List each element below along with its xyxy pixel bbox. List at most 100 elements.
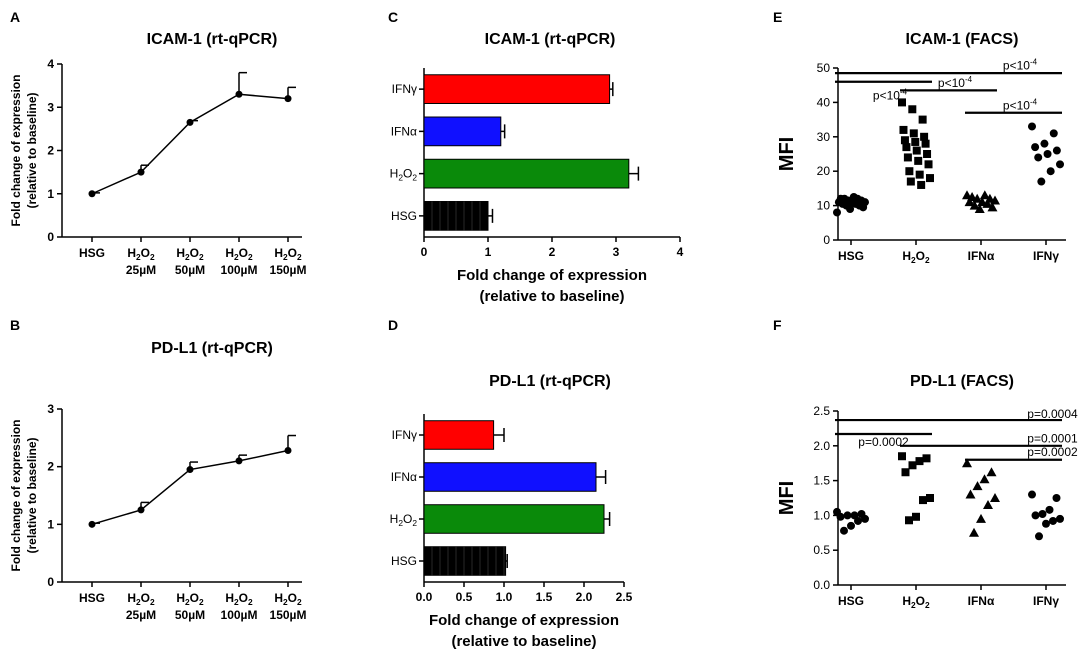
data-point xyxy=(979,474,990,484)
x-tick-label: IFNα xyxy=(968,594,995,608)
x-tick-label: IFNγ xyxy=(1033,594,1059,608)
data-point xyxy=(903,153,912,162)
data-point xyxy=(186,466,194,474)
panel-letter-b: B xyxy=(10,317,20,333)
x-tick-label: 2.5 xyxy=(616,590,633,604)
y-tick-label: 2.5 xyxy=(813,404,830,418)
data-point xyxy=(909,129,918,138)
y-tick-label: 1 xyxy=(47,187,54,201)
data-point xyxy=(976,513,986,523)
bar xyxy=(423,420,495,450)
chart-title: PD-L1 (rt-qPCR) xyxy=(489,373,611,390)
panel-e: ICAM-1 (FACS) MFI 0 10 20 30 40 50 HSG H2O2 IFNα IF… xyxy=(776,31,1066,265)
x-tick-label: HSG xyxy=(838,249,864,263)
series-line xyxy=(91,93,289,195)
data-point xyxy=(854,516,862,525)
y-tick-label: 0.5 xyxy=(813,543,830,557)
data-point xyxy=(284,447,292,455)
y-tick-label: HSG xyxy=(391,209,417,223)
data-point xyxy=(1056,160,1064,169)
x-tick-label: 0.5 xyxy=(456,590,473,604)
data-point xyxy=(1046,167,1055,176)
data-point xyxy=(969,527,979,537)
data-point xyxy=(986,467,997,477)
y-axis-label: Fold change of expression xyxy=(9,419,23,571)
data-point xyxy=(917,180,926,189)
y-axis-label: (relative to baseline) xyxy=(25,92,39,208)
y-tick-label: 0.0 xyxy=(813,578,830,592)
data-point xyxy=(843,511,852,520)
p-value-label: p<10-4 xyxy=(873,88,908,103)
x-axis-label: (relative to baseline) xyxy=(451,633,596,650)
x-tick-label: H2O2 xyxy=(127,246,155,262)
x-tick-sublabel: 50µM xyxy=(175,263,205,277)
y-tick-label: 50 xyxy=(817,61,831,75)
data-point xyxy=(1034,153,1043,162)
x-tick-label: 4 xyxy=(677,245,684,259)
y-tick-label: 1.5 xyxy=(813,474,830,488)
y-tick-label: 4 xyxy=(47,57,54,71)
p-value-label: p=0.0002 xyxy=(858,435,909,449)
x-tick-sublabel: 50µM xyxy=(175,608,205,622)
data-point xyxy=(833,208,841,217)
x-tick-sublabel: 150µM xyxy=(270,608,307,622)
data-point xyxy=(899,125,908,134)
data-point xyxy=(284,95,292,103)
x-tick-label: H2O2 xyxy=(225,591,253,607)
data-point xyxy=(137,506,145,514)
y-axis-label: Fold change of expression xyxy=(9,74,23,226)
bar xyxy=(423,546,507,576)
y-tick-label: H2O2 xyxy=(390,512,418,528)
data-point xyxy=(88,190,96,198)
x-tick-label: IFNγ xyxy=(1033,249,1059,263)
y-tick-label: 1 xyxy=(47,517,54,531)
data-point xyxy=(926,174,934,183)
panel-c: ICAM-1 (rt-qPCR) 0 1 2 3 4 Fold change of expr… xyxy=(390,31,684,305)
x-tick-label: H2O2 xyxy=(127,591,155,607)
panel-letter-d: D xyxy=(388,317,398,333)
y-tick-label: 30 xyxy=(817,130,831,144)
x-tick-label: 0 xyxy=(421,245,428,259)
chart-title: ICAM-1 (FACS) xyxy=(906,31,1019,48)
data-point xyxy=(898,452,906,461)
y-tick-label: 1.0 xyxy=(813,508,830,522)
x-tick-label: H2O2 xyxy=(176,591,204,607)
data-point xyxy=(1038,510,1047,519)
data-point xyxy=(1035,532,1043,541)
x-tick-label: 3 xyxy=(613,245,620,259)
x-tick-sublabel: 25µM xyxy=(126,263,156,277)
data-point xyxy=(235,90,243,98)
data-point xyxy=(900,136,909,145)
data-point xyxy=(982,198,993,208)
y-tick-label: H2O2 xyxy=(390,167,418,183)
x-tick-label: H2O2 xyxy=(902,249,930,265)
y-tick-label: 20 xyxy=(817,164,831,178)
x-axis-label: (relative to baseline) xyxy=(479,288,624,305)
data-point xyxy=(1049,129,1058,138)
data-point xyxy=(902,143,911,152)
data-point xyxy=(1028,122,1036,131)
y-tick-label: 40 xyxy=(817,95,831,109)
data-point xyxy=(915,170,924,179)
p-value-label: p=0.0002 xyxy=(1027,445,1078,459)
x-tick-label: HSG xyxy=(838,594,864,608)
y-tick-label: HSG xyxy=(391,554,417,568)
data-point xyxy=(962,458,972,468)
panel-a: ICAM-1 (rt-qPCR) Fold change of expressio… xyxy=(9,31,306,277)
data-point xyxy=(965,489,976,499)
p-value-label: p<10-4 xyxy=(1003,58,1038,73)
data-point xyxy=(1052,494,1061,502)
data-point xyxy=(914,156,923,165)
data-point xyxy=(1028,490,1036,499)
x-tick-label: 0.0 xyxy=(416,590,433,604)
x-tick-label: 1.0 xyxy=(496,590,513,604)
x-tick-label: 2 xyxy=(549,245,556,259)
panel-letter-a: A xyxy=(10,9,20,25)
data-point xyxy=(990,195,1000,205)
p-value-label: p=0.0004 xyxy=(1027,407,1078,421)
chart-title: PD-L1 (FACS) xyxy=(910,373,1014,390)
y-tick-label: 2 xyxy=(47,460,54,474)
data-point xyxy=(836,512,845,521)
x-tick-sublabel: 150µM xyxy=(270,263,307,277)
y-tick-label: IFNα xyxy=(391,124,417,138)
